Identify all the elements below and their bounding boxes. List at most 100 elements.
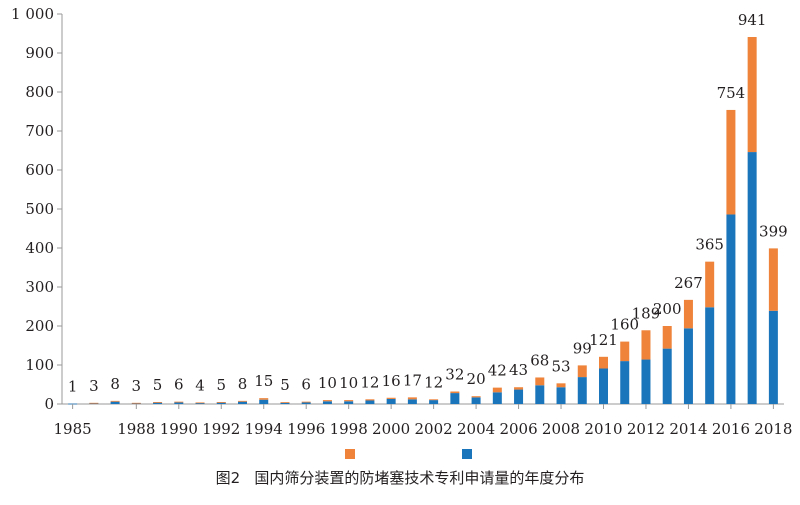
x-tick-label: 2000 [372,420,410,438]
bar-segment-blue [450,393,460,404]
data-label: 20 [467,370,486,388]
bar-segment-orange [365,399,375,401]
data-label: 17 [403,371,422,389]
bar-segment-blue [280,402,290,404]
bar-segment-orange [238,400,247,402]
bar-series [68,37,778,405]
y-tick-label: 900 [25,44,54,62]
bar-segment-blue [705,307,715,404]
bar-segment-blue [110,401,120,404]
bar-segment-blue [386,398,396,404]
bar-segment-blue [726,214,736,404]
bar-segment-orange [344,400,354,402]
bar-segment-orange [705,261,715,308]
y-tick-label: 1 000 [11,5,54,23]
bar-segment-blue [471,397,481,404]
bar-segment-blue [322,401,332,404]
bar-segment-blue [556,387,566,404]
x-tick-label: 2012 [627,420,665,438]
x-tick-label: 1985 [54,420,92,438]
bar-segment-blue [768,310,778,404]
y-tick-label: 200 [25,317,54,335]
bar-segment-orange [514,387,524,390]
data-label: 8 [110,375,120,393]
bar-segment-blue [216,402,226,404]
data-label: 8 [238,375,248,393]
bar-segment-blue [429,400,439,404]
bar-segment-orange [768,248,778,311]
y-tick-label: 600 [25,161,54,179]
figure-number: 图2 [215,469,241,487]
bar-segment-blue [747,152,757,404]
bar-segment-orange [535,377,545,386]
x-tick-label: 2018 [754,420,792,438]
bar-segment-orange [620,341,630,362]
bar-segment-orange [195,402,205,404]
bar-segment-orange [450,391,460,394]
x-tick-label: 2006 [499,420,537,438]
y-tick-label: 400 [25,239,54,257]
bar-segment-blue [407,399,417,404]
bar-segment-orange [259,398,269,400]
data-label: 3 [132,377,142,395]
data-label: 200 [653,300,682,318]
bar-segment-orange [429,399,439,401]
bar-segment-blue [153,402,163,404]
bar-segment-blue [344,401,354,404]
x-tick-label: 2004 [457,420,495,438]
data-label: 53 [551,357,570,375]
bar-segment-orange [89,402,99,404]
x-tick-label: 2016 [712,420,750,438]
bar-segment-orange [577,365,587,378]
y-tick-label: 0 [44,395,54,413]
data-label: 189 [632,304,661,322]
bar-segment-orange [641,330,651,360]
bar-segment-orange [301,401,311,403]
data-label: 10 [339,374,358,392]
bar-segment-blue [577,377,587,404]
data-label: 6 [301,376,311,394]
figure-caption: 图2 国内筛分装置的防堵塞技术专利申请量的年度分布 [0,467,800,488]
data-label: 6 [174,376,184,394]
data-label: 754 [717,84,746,102]
data-label: 365 [695,236,724,254]
data-label: 941 [738,11,767,29]
bar-segment-blue [683,328,693,404]
x-tick-label: 1988 [117,420,155,438]
data-label: 267 [674,274,703,292]
bar-segment-orange [556,383,566,388]
bar-segment-blue [301,402,311,404]
x-tick-label: 1994 [245,420,283,438]
legend [345,449,472,459]
y-tick-label: 700 [25,122,54,140]
data-label: 160 [610,316,639,334]
bar-segment-orange [662,326,672,349]
data-label: 1 [68,378,78,396]
bar-segment-blue [514,389,524,404]
data-label: 32 [445,366,464,384]
data-label: 5 [280,376,290,394]
y-tick-label: 300 [25,278,54,296]
data-label: 99 [573,339,592,357]
bar-segment-orange [322,400,332,402]
legend-swatch-series-b [462,449,472,459]
bar-segment-blue [238,401,247,404]
bar-segment-orange [153,402,163,403]
y-tick-label: 100 [25,356,54,374]
bar-segment-blue [535,385,545,404]
bar-segment-orange [174,401,184,403]
bar-segment-blue [620,361,630,404]
data-label: 5 [153,376,163,394]
x-tick-label: 1992 [202,420,240,438]
bar-segment-blue [174,402,184,404]
y-axis-ticks: 0 100 200 300 400 500 600 700 800 900 1 000 [11,5,62,413]
data-label: 121 [589,331,618,349]
bar-segment-orange [407,397,417,400]
x-tick-label: 2008 [542,420,580,438]
y-tick-label: 800 [25,83,54,101]
figure-title: 国内筛分装置的防堵塞技术专利申请量的年度分布 [254,469,585,487]
data-label: 42 [488,362,507,380]
bar-segment-blue [662,348,672,404]
